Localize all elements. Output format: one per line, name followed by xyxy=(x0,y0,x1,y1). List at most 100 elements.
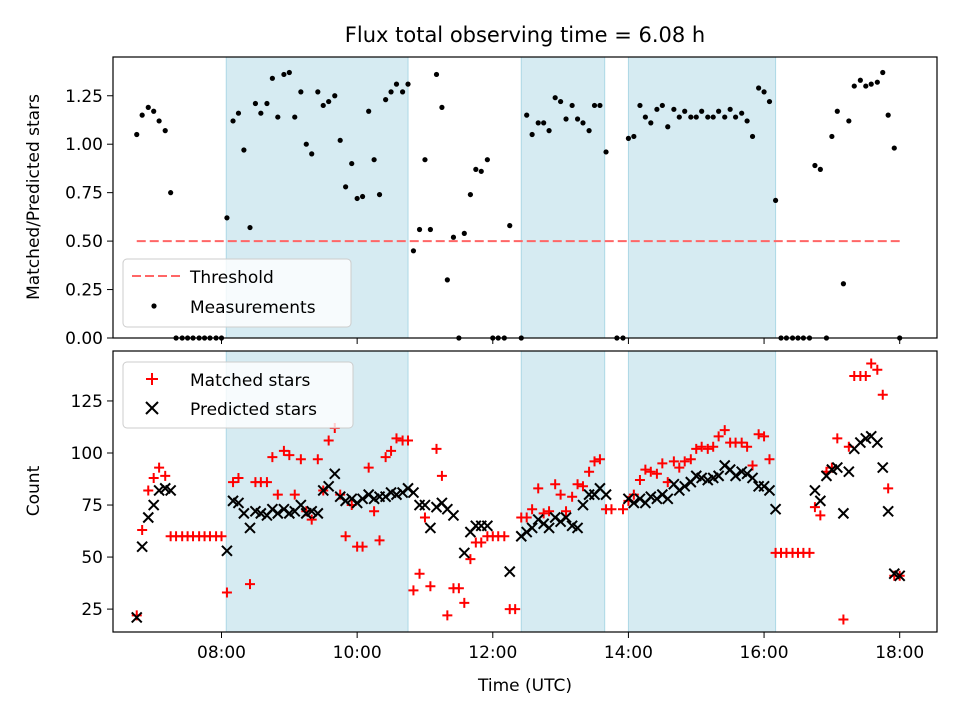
legend-predicted-label: Predicted stars xyxy=(190,400,317,420)
predicted-star-point xyxy=(312,507,324,520)
measurement-point xyxy=(439,104,445,110)
chart-title: Flux total observing time = 6.08 h xyxy=(345,23,705,47)
matched-star-point xyxy=(691,443,702,454)
measurement-point xyxy=(671,106,677,112)
measurement-point xyxy=(461,230,467,236)
measurement-point xyxy=(597,102,603,109)
measurement-point xyxy=(337,137,343,143)
matched-star-point xyxy=(872,364,883,375)
shaded-interval xyxy=(627,350,777,633)
measurement-point xyxy=(591,102,598,109)
matched-star-point xyxy=(577,481,588,492)
measurement-point xyxy=(840,281,847,287)
measurement-point xyxy=(739,110,745,116)
matched-star-point xyxy=(634,475,645,486)
measurement-point xyxy=(829,133,835,140)
matched-star-point xyxy=(374,535,385,546)
matched-star-point xyxy=(606,504,617,515)
predicted-star-point xyxy=(877,461,889,474)
measurement-point xyxy=(676,114,682,120)
matched-star-point xyxy=(651,468,662,479)
matched-star-point xyxy=(380,452,391,463)
bottom-y-axis: 25 50 75 100 125 xyxy=(71,392,113,620)
predicted-star-point xyxy=(837,507,850,520)
predicted-star-point xyxy=(695,472,708,484)
measurement-point xyxy=(625,135,632,141)
measurement-point xyxy=(716,108,722,114)
measurement-point xyxy=(332,93,338,99)
matched-star-point xyxy=(436,470,447,481)
measurement-point xyxy=(563,116,569,122)
measurement-point xyxy=(834,108,840,114)
matched-star-point xyxy=(465,554,476,565)
matched-star-point xyxy=(617,504,628,515)
predicted-star-point xyxy=(306,505,318,517)
bottom-x-axis: 08:00 10:00 12:00 14:00 16:00 18:00 xyxy=(197,632,924,663)
measurement-point xyxy=(258,110,264,116)
predicted-star-point xyxy=(504,565,516,578)
matched-star-point xyxy=(408,585,419,596)
measurement-point xyxy=(309,151,315,157)
matched-star-point xyxy=(696,441,707,452)
measurement-point xyxy=(388,89,394,95)
matched-star-point xyxy=(143,485,154,496)
legend-measurements-label: Measurements xyxy=(190,298,316,318)
matched-stars-points xyxy=(131,358,905,625)
x-tick-label: 14:00 xyxy=(604,643,653,663)
predicted-star-point xyxy=(322,480,335,493)
measurement-point xyxy=(885,112,891,118)
matched-star-point xyxy=(645,466,656,477)
measurement-point xyxy=(586,128,592,134)
predicted-star-point xyxy=(543,522,555,534)
matched-star-point xyxy=(228,477,239,488)
matched-star-point xyxy=(702,443,713,454)
predicted-star-point xyxy=(729,470,742,482)
matched-star-point xyxy=(363,462,374,473)
matched-star-point xyxy=(131,610,142,621)
legend-measurements-swatch xyxy=(151,303,157,309)
matched-star-point xyxy=(838,614,849,625)
matched-star-point xyxy=(499,531,510,542)
measurement-point xyxy=(574,116,581,122)
matched-star-point xyxy=(386,445,397,456)
measurement-point xyxy=(665,124,671,130)
predicted-star-point xyxy=(339,495,352,507)
top-y-tick-label: 1.25 xyxy=(65,87,103,107)
measurement-point xyxy=(145,104,151,110)
measurement-point xyxy=(286,69,292,76)
measurement-point xyxy=(343,184,349,190)
top-y-tick-label: 1.00 xyxy=(65,135,103,155)
matched-star-point xyxy=(742,441,753,452)
top-panel: 0.00 0.25 0.50 0.75 1.00 1.25 Matched/Predict… xyxy=(24,56,938,349)
measurement-point xyxy=(241,147,247,153)
predicted-star-point xyxy=(571,522,584,534)
predicted-star-point xyxy=(600,488,612,501)
measurement-point xyxy=(817,166,823,172)
bottom-y-tick-label: 50 xyxy=(81,548,103,568)
measurement-point xyxy=(569,102,575,109)
measurement-point xyxy=(467,191,474,198)
measurement-point xyxy=(359,193,366,200)
matched-star-point xyxy=(295,454,306,465)
top-y-tick-label: 0.75 xyxy=(65,184,103,204)
bottom-y-tick-label: 125 xyxy=(71,392,103,412)
predicted-star-point xyxy=(458,547,471,559)
predicted-star-point xyxy=(232,497,245,509)
measurement-point xyxy=(507,223,513,229)
matched-star-point xyxy=(550,479,561,490)
measurement-point xyxy=(535,120,541,126)
matched-star-point xyxy=(804,547,815,558)
matched-star-point xyxy=(877,389,888,400)
predicted-star-point xyxy=(244,522,256,534)
measurement-point xyxy=(139,112,145,118)
matched-star-point xyxy=(425,581,436,592)
top-y-axis-label: Matched/Predicted stars xyxy=(24,94,44,300)
measurement-point xyxy=(699,108,705,114)
matched-star-point xyxy=(679,456,690,467)
predicted-star-point xyxy=(329,468,341,480)
shaded-interval xyxy=(520,56,606,339)
matched-star-point xyxy=(306,514,317,525)
matched-star-point xyxy=(668,456,679,467)
bottom-y-tick-label: 75 xyxy=(81,496,103,516)
